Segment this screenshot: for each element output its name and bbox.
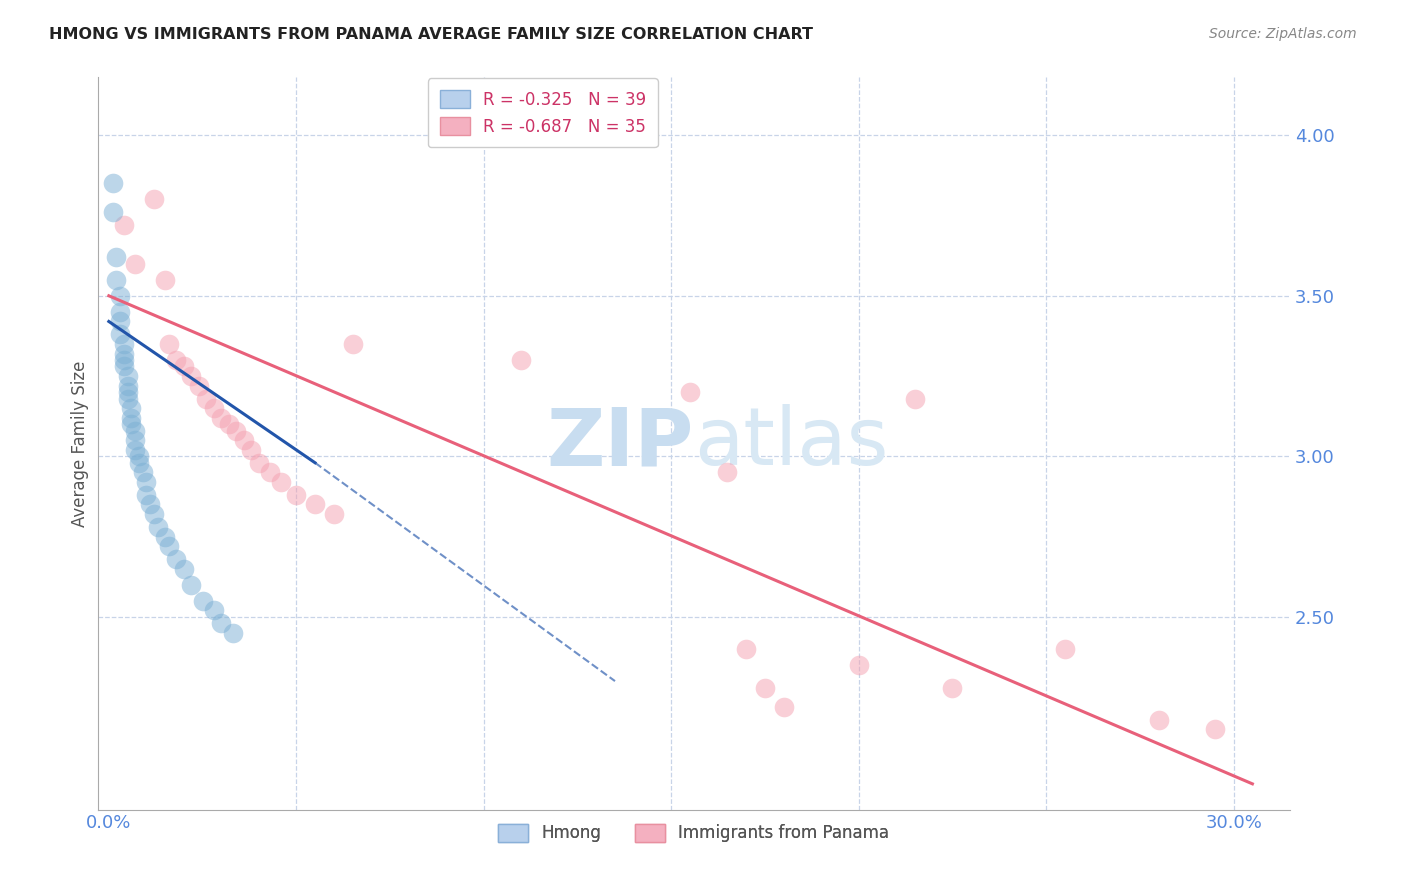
- Point: [128, 456, 150, 470]
- Point: [124, 424, 146, 438]
- Point: [135, 475, 157, 489]
- Point: [108, 314, 131, 328]
- Point: [112, 353, 135, 368]
- Point: [270, 475, 292, 489]
- Point: [108, 289, 131, 303]
- Point: [117, 369, 139, 384]
- Point: [173, 562, 195, 576]
- Point: [218, 417, 240, 432]
- Point: [1053, 642, 1076, 657]
- Point: [259, 466, 281, 480]
- Point: [716, 466, 738, 480]
- Point: [117, 378, 139, 392]
- Point: [142, 507, 165, 521]
- Point: [131, 466, 153, 480]
- Point: [221, 626, 243, 640]
- Point: [124, 442, 146, 457]
- Point: [1147, 713, 1170, 727]
- Point: [285, 488, 308, 502]
- Point: [157, 337, 180, 351]
- Point: [101, 177, 124, 191]
- Text: Source: ZipAtlas.com: Source: ZipAtlas.com: [1209, 27, 1357, 41]
- Point: [754, 681, 776, 695]
- Point: [191, 594, 214, 608]
- Point: [165, 552, 187, 566]
- Point: [142, 193, 165, 207]
- Point: [112, 346, 135, 360]
- Point: [173, 359, 195, 374]
- Point: [139, 498, 162, 512]
- Point: [848, 658, 870, 673]
- Point: [135, 488, 157, 502]
- Point: [112, 337, 135, 351]
- Point: [195, 392, 218, 406]
- Point: [153, 530, 176, 544]
- Point: [232, 434, 254, 448]
- Point: [128, 450, 150, 464]
- Point: [209, 410, 232, 425]
- Point: [124, 434, 146, 448]
- Point: [120, 401, 142, 416]
- Point: [510, 353, 533, 368]
- Point: [180, 369, 202, 384]
- Text: HMONG VS IMMIGRANTS FROM PANAMA AVERAGE FAMILY SIZE CORRELATION CHART: HMONG VS IMMIGRANTS FROM PANAMA AVERAGE …: [49, 27, 813, 42]
- Point: [187, 378, 209, 392]
- Point: [904, 392, 927, 406]
- Point: [101, 205, 124, 219]
- Point: [209, 616, 232, 631]
- Point: [120, 417, 142, 432]
- Point: [105, 250, 128, 264]
- Point: [735, 642, 758, 657]
- Point: [772, 699, 794, 714]
- Point: [1204, 723, 1226, 737]
- Point: [112, 359, 135, 374]
- Text: atlas: atlas: [693, 404, 889, 483]
- Point: [105, 273, 128, 287]
- Point: [342, 337, 364, 351]
- Point: [108, 327, 131, 342]
- Point: [120, 410, 142, 425]
- Point: [146, 520, 169, 534]
- Point: [124, 257, 146, 271]
- Point: [157, 539, 180, 553]
- Point: [117, 385, 139, 400]
- Point: [108, 305, 131, 319]
- Point: [180, 578, 202, 592]
- Text: ZIP: ZIP: [547, 404, 693, 483]
- Point: [247, 456, 270, 470]
- Point: [202, 603, 225, 617]
- Point: [679, 385, 702, 400]
- Point: [112, 218, 135, 232]
- Y-axis label: Average Family Size: Average Family Size: [72, 360, 89, 526]
- Point: [240, 442, 263, 457]
- Point: [117, 392, 139, 406]
- Point: [322, 507, 344, 521]
- Point: [202, 401, 225, 416]
- Legend: Hmong, Immigrants from Panama: Hmong, Immigrants from Panama: [488, 814, 900, 853]
- Point: [225, 424, 247, 438]
- Point: [165, 353, 187, 368]
- Point: [304, 498, 326, 512]
- Point: [941, 681, 963, 695]
- Point: [153, 273, 176, 287]
